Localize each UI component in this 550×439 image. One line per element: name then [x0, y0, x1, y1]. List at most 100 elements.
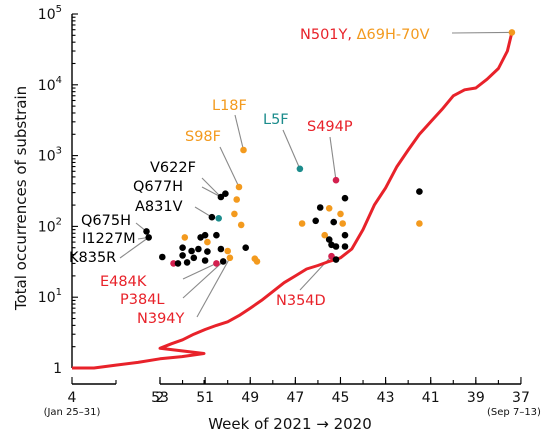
annotation-label: S494P: [307, 119, 353, 135]
leader-line: [194, 206, 213, 218]
leader-line: [234, 114, 245, 151]
annotation-label-secondary: Δ69H-70V: [357, 27, 430, 43]
data-point: [508, 29, 516, 36]
x-tick-label: 51: [196, 390, 214, 406]
x-range-note-end: (Sep 7–13): [487, 407, 541, 418]
annotation-label: Q677H: [133, 179, 183, 195]
data-point: [321, 231, 329, 239]
annotation-label-primary: S494P: [307, 119, 353, 135]
data-point: [201, 231, 209, 239]
leader-line: [182, 262, 217, 280]
data-point: [174, 260, 182, 267]
y-tick-exp: 2: [56, 216, 62, 227]
data-point: [242, 244, 249, 251]
annotation-label-primary: E484K: [100, 274, 147, 290]
data-point: [337, 210, 344, 218]
data-point: [316, 204, 324, 211]
leader-line: [201, 186, 222, 198]
data-point: [237, 221, 245, 229]
y-tick-label: 103: [38, 146, 62, 165]
data-point: [181, 234, 189, 241]
leader-line: [329, 136, 337, 181]
annotation-label: V622F: [150, 160, 196, 176]
annotation-label: N394Y: [137, 311, 185, 327]
data-point: [213, 231, 220, 239]
data-point: [240, 146, 247, 154]
y-axis-label: Total occurrences of substrain: [12, 86, 30, 311]
data-point: [201, 257, 209, 264]
x-tick-label: 53: [151, 390, 169, 406]
data-point: [298, 220, 306, 227]
data-point: [233, 196, 240, 203]
y-tick-base: 10: [38, 219, 56, 235]
data-point: [339, 220, 347, 227]
data-point: [332, 243, 340, 250]
data-point: [226, 254, 234, 262]
data-point: [341, 243, 349, 250]
data-point: [341, 194, 349, 202]
y-tick-label: 102: [38, 216, 62, 235]
data-point: [190, 254, 198, 262]
y-tick-base: 10: [38, 78, 56, 94]
annotation-label: L5F: [263, 112, 289, 128]
y-tick-exp: 4: [56, 75, 62, 86]
annotation-label: N501Y, Δ69H-70V: [300, 27, 430, 43]
data-point: [219, 258, 227, 265]
x-axis-label: Week of 2021 → 2020: [208, 415, 372, 433]
annotation-label: Q675H: [81, 213, 131, 229]
x-range-note-start: (Jan 25–31): [44, 407, 101, 418]
data-point: [325, 236, 333, 243]
annotation-label-primary: Q677H: [133, 179, 183, 195]
y-tick-exp: 5: [56, 4, 62, 15]
data-point: [145, 234, 152, 241]
y-tick-exp: 1: [56, 287, 62, 298]
data-point: [328, 252, 335, 260]
data-point: [231, 210, 238, 218]
annotations: N501Y, Δ69H-70V L18F L5F S494P S98F V622F Q677…: [69, 27, 430, 327]
annotation-label-primary: L5F: [263, 112, 289, 128]
data-point: [179, 244, 186, 251]
annotation-label-primary: N354D: [276, 293, 326, 309]
leader-line: [219, 146, 240, 188]
x-tick-label: 41: [422, 390, 440, 406]
data-point: [204, 238, 211, 246]
annotation-label-primary: L18F: [212, 98, 247, 114]
annotation-label-primary: I1227M: [82, 231, 136, 247]
data-point: [188, 247, 195, 255]
data-point: [235, 183, 243, 191]
annotation-label: N354D: [276, 293, 326, 309]
data-point: [208, 213, 216, 221]
x-tick-label: 43: [377, 390, 395, 406]
data-point: [341, 231, 349, 239]
data-point: [224, 247, 231, 255]
points-layer: [143, 29, 516, 267]
data-point: [217, 193, 225, 201]
leader-line: [201, 177, 222, 198]
data-point: [416, 188, 423, 195]
annotation-label: I1227M: [82, 231, 136, 247]
annotation-label-primary: N501Y,: [300, 27, 357, 43]
cumulative-curve: [72, 32, 514, 370]
x-tick-label: 2: [156, 390, 165, 406]
y-tick-label: 104: [38, 75, 62, 94]
data-point: [332, 256, 340, 263]
y-tick-exp: 3: [56, 146, 62, 157]
data-point: [143, 228, 150, 235]
leader-line: [196, 257, 231, 318]
data-point: [332, 176, 340, 184]
y-tick-base: 10: [38, 290, 56, 306]
leader-line: [119, 236, 150, 259]
x-tick-label: 47: [286, 390, 304, 406]
annotation-label-primary: A831V: [135, 199, 183, 215]
leader-line: [451, 31, 512, 34]
x-tick-label: 37: [512, 390, 530, 406]
curve-layer: [72, 32, 514, 370]
data-point: [159, 253, 166, 261]
data-point: [253, 258, 261, 265]
annotation-label-primary: V622F: [150, 160, 196, 176]
y-tick-label: 1: [53, 361, 62, 377]
annotation-label: P384L: [120, 292, 165, 308]
data-point: [312, 217, 320, 225]
